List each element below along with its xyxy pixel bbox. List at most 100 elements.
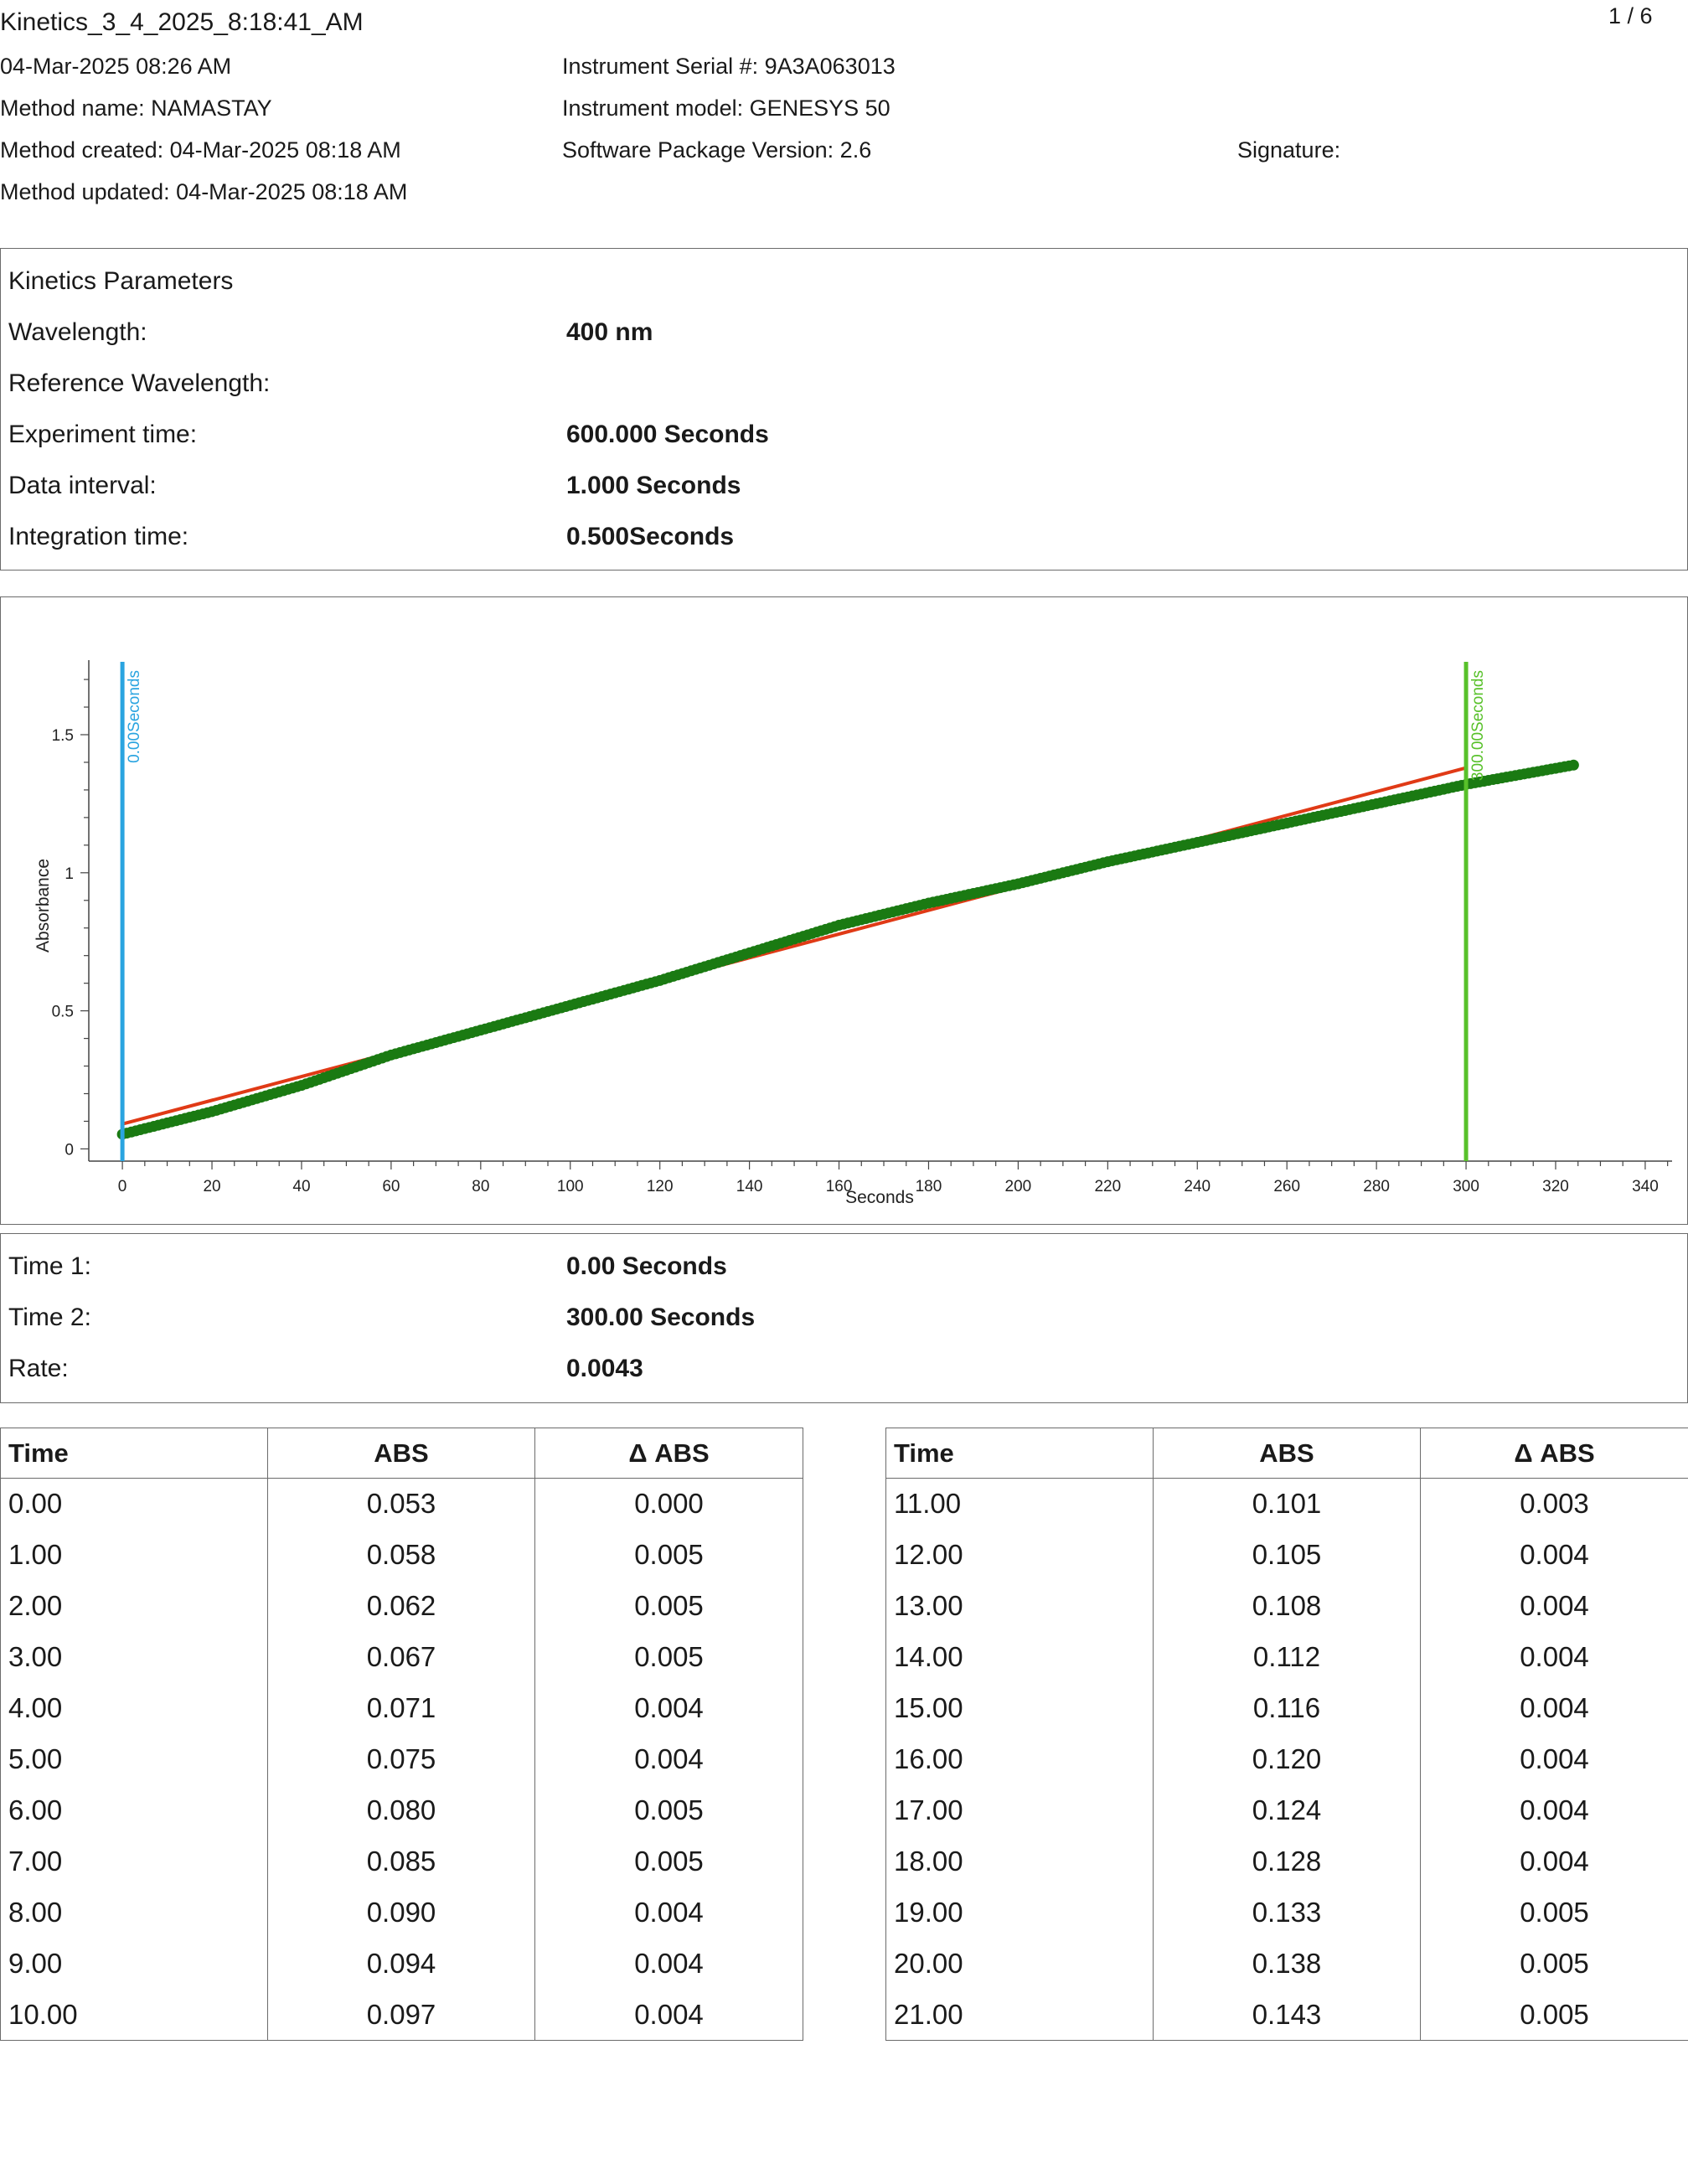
time-cell: 21.00 bbox=[885, 1989, 1154, 2041]
param-value-integration-time: 0.500Seconds bbox=[566, 523, 735, 550]
table-row: 9.00 0.094 0.004 bbox=[0, 1938, 803, 1990]
result-label-rate: Rate: bbox=[8, 1355, 69, 1382]
time-cell: 20.00 bbox=[885, 1938, 1154, 1990]
table-row: 21.00 0.143 0.005 bbox=[885, 1989, 1688, 2041]
delta-abs-cell: 0.005 bbox=[1420, 1989, 1688, 2041]
abs-cell: 0.116 bbox=[1153, 1682, 1421, 1734]
abs-cell: 0.058 bbox=[267, 1529, 535, 1581]
table-row: 12.00 0.105 0.004 bbox=[885, 1529, 1688, 1581]
abs-cell: 0.133 bbox=[1153, 1887, 1421, 1939]
table-row: 20.00 0.138 0.005 bbox=[885, 1938, 1688, 1990]
param-label-reference-wavelength: Reference Wavelength: bbox=[8, 369, 271, 397]
instrument-serial: Instrument Serial #: 9A3A063013 bbox=[562, 54, 896, 79]
param-label-wavelength: Wavelength: bbox=[8, 318, 147, 346]
x-tick-label: 340 bbox=[1632, 1178, 1659, 1195]
abs-cell: 0.128 bbox=[1153, 1835, 1421, 1887]
signature-label: Signature: bbox=[1237, 137, 1341, 163]
table-row: 5.00 0.075 0.004 bbox=[0, 1733, 803, 1785]
delta-abs-cell: 0.004 bbox=[534, 1682, 803, 1734]
time-marker-label: 300.00Seconds bbox=[1469, 670, 1487, 781]
time-cell: 14.00 bbox=[885, 1631, 1154, 1683]
time-cell: 9.00 bbox=[0, 1938, 268, 1990]
fit-line bbox=[121, 766, 1467, 1126]
y-axis-label: Absorbance bbox=[34, 859, 53, 953]
delta-abs-cell: 0.004 bbox=[1420, 1529, 1688, 1581]
x-tick-label: 120 bbox=[647, 1178, 674, 1195]
time-cell: 4.00 bbox=[0, 1682, 268, 1734]
result-value-time1: 0.00 Seconds bbox=[566, 1252, 727, 1280]
abs-cell: 0.124 bbox=[1153, 1784, 1421, 1836]
table-row: 6.00 0.080 0.005 bbox=[0, 1784, 803, 1836]
page-number: 1 / 6 bbox=[1608, 3, 1653, 28]
method-name: Method name: NAMASTAY bbox=[0, 96, 272, 121]
param-label-integration-time: Integration time: bbox=[8, 523, 189, 550]
result-value-time2: 300.00 Seconds bbox=[566, 1304, 756, 1331]
time-cell: 12.00 bbox=[885, 1529, 1154, 1581]
y-tick-label: 0 bbox=[65, 1141, 74, 1159]
column-header-delta-abs: Δ ABS bbox=[1420, 1428, 1688, 1479]
instrument-model: Instrument model: GENESYS 50 bbox=[562, 96, 890, 121]
abs-cell: 0.105 bbox=[1153, 1529, 1421, 1581]
table-header-row: Time ABS Δ ABS bbox=[885, 1428, 1688, 1479]
table-row: 0.00 0.053 0.000 bbox=[0, 1478, 803, 1530]
abs-cell: 0.101 bbox=[1153, 1478, 1421, 1530]
delta-abs-cell: 0.005 bbox=[1420, 1938, 1688, 1990]
result-label-time1: Time 1: bbox=[8, 1252, 91, 1280]
abs-cell: 0.071 bbox=[267, 1682, 535, 1734]
x-tick-label: 320 bbox=[1542, 1178, 1569, 1195]
delta-abs-cell: 0.003 bbox=[1420, 1478, 1688, 1530]
abs-cell: 0.097 bbox=[267, 1989, 535, 2041]
table-row: 17.00 0.124 0.004 bbox=[885, 1784, 1688, 1836]
time-cell: 8.00 bbox=[0, 1887, 268, 1939]
column-header-delta-abs: Δ ABS bbox=[534, 1428, 803, 1479]
x-tick-label: 60 bbox=[382, 1178, 400, 1195]
abs-cell: 0.085 bbox=[267, 1835, 535, 1887]
x-axis-label: Seconds bbox=[845, 1188, 914, 1207]
time-cell: 1.00 bbox=[0, 1529, 268, 1581]
param-label-data-interval: Data interval: bbox=[8, 472, 157, 499]
x-tick-label: 40 bbox=[292, 1178, 310, 1195]
abs-cell: 0.075 bbox=[267, 1733, 535, 1785]
x-tick-label: 180 bbox=[916, 1178, 942, 1195]
delta-abs-cell: 0.005 bbox=[534, 1529, 803, 1581]
time-cell: 3.00 bbox=[0, 1631, 268, 1683]
report-title: Kinetics_3_4_2025_8:18:41_AM bbox=[0, 8, 364, 36]
delta-abs-cell: 0.005 bbox=[534, 1784, 803, 1836]
data-point bbox=[1567, 759, 1579, 771]
delta-abs-cell: 0.004 bbox=[1420, 1835, 1688, 1887]
param-value-experiment-time: 600.000 Seconds bbox=[566, 421, 769, 448]
delta-abs-cell: 0.005 bbox=[534, 1835, 803, 1887]
time-cell: 19.00 bbox=[885, 1887, 1154, 1939]
abs-cell: 0.067 bbox=[267, 1631, 535, 1683]
time-cell: 0.00 bbox=[0, 1478, 268, 1530]
delta-abs-cell: 0.004 bbox=[534, 1938, 803, 1990]
delta-abs-cell: 0.005 bbox=[534, 1631, 803, 1683]
data-table-right: Time ABS Δ ABS 11.00 0.101 0.003 12.00 0.105… bbox=[885, 1428, 1688, 2041]
table-row: 1.00 0.058 0.005 bbox=[0, 1529, 803, 1581]
delta-abs-cell: 0.005 bbox=[534, 1580, 803, 1632]
method-updated: Method updated: 04-Mar-2025 08:18 AM bbox=[0, 179, 408, 204]
abs-cell: 0.094 bbox=[267, 1938, 535, 1990]
table-row: 11.00 0.101 0.003 bbox=[885, 1478, 1688, 1530]
time-cell: 2.00 bbox=[0, 1580, 268, 1632]
time-marker-label: 0.00Seconds bbox=[126, 670, 143, 763]
delta-abs-cell: 0.004 bbox=[1420, 1580, 1688, 1632]
x-tick-label: 300 bbox=[1453, 1178, 1479, 1195]
kinetics-chart[interactable]: 0 20 40 60 80 100 120 140 160 180 200 220 240 260 280 3… bbox=[1, 597, 1686, 1223]
time-cell: 6.00 bbox=[0, 1784, 268, 1836]
table-row: 18.00 0.128 0.004 bbox=[885, 1835, 1688, 1887]
kinetics-parameters-panel: Kinetics Parameters Wavelength: 400 nm R… bbox=[0, 248, 1688, 571]
result-label-time2: Time 2: bbox=[8, 1304, 91, 1331]
method-created: Method created: 04-Mar-2025 08:18 AM bbox=[0, 137, 401, 163]
x-tick-label: 0 bbox=[118, 1178, 127, 1195]
software-version: Software Package Version: 2.6 bbox=[562, 137, 872, 163]
table-row: 2.00 0.062 0.005 bbox=[0, 1580, 803, 1632]
x-tick-label: 20 bbox=[203, 1178, 220, 1195]
time-cell: 7.00 bbox=[0, 1835, 268, 1887]
delta-abs-cell: 0.004 bbox=[1420, 1631, 1688, 1683]
column-header-time: Time bbox=[885, 1428, 1154, 1479]
delta-abs-cell: 0.004 bbox=[534, 1989, 803, 2041]
delta-abs-cell: 0.004 bbox=[1420, 1733, 1688, 1785]
table-header-row: Time ABS Δ ABS bbox=[0, 1428, 803, 1479]
table-row: 19.00 0.133 0.005 bbox=[885, 1887, 1688, 1939]
